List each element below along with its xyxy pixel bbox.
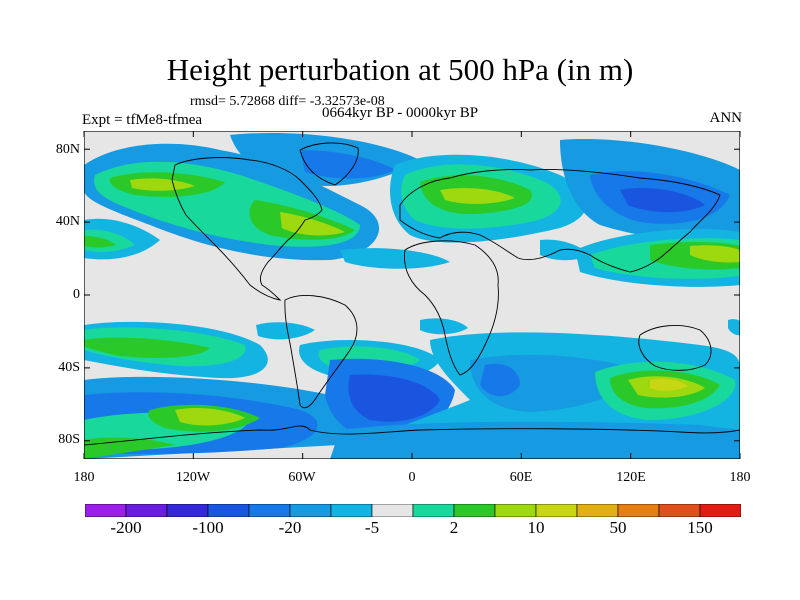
colorbar-swatch	[166, 504, 209, 517]
colorbar-swatch	[289, 504, 332, 517]
lon-label: 60W	[288, 470, 316, 485]
lat-label: 40S	[58, 360, 80, 375]
colorbar	[85, 504, 741, 517]
colorbar-label: 150	[687, 518, 713, 537]
lat-label: 40N	[55, 214, 80, 229]
lat-label: 80S	[58, 432, 80, 447]
experiment-label: Expt = tfMe8-tfmea	[82, 112, 203, 128]
lon-label: 120E	[616, 470, 646, 485]
map-title: Height perturbation at 500 hPa (in m)	[166, 52, 634, 87]
lon-label: 60E	[509, 470, 533, 485]
lon-label: 180	[73, 470, 95, 485]
colorbar-swatch	[658, 504, 701, 517]
colorbar-swatch	[699, 504, 741, 517]
season-label: ANN	[709, 110, 743, 126]
colorbar-label: -20	[278, 518, 302, 537]
colorbar-label: 50	[609, 518, 627, 537]
lat-label: 80N	[55, 142, 80, 157]
axis-ticks	[83, 131, 741, 459]
colorbar-label: -5	[364, 518, 380, 537]
contour-fill-north	[84, 132, 740, 287]
lat-label: 0	[73, 287, 80, 302]
colorbar-swatch	[85, 504, 127, 517]
coastlines	[84, 142, 740, 446]
colorbar-swatch	[248, 504, 291, 517]
colorbar-swatch	[617, 504, 660, 517]
colorbar-swatch	[330, 504, 373, 517]
colorbar-swatch	[576, 504, 619, 517]
colorbar-swatch	[494, 504, 537, 517]
stats-line: rmsd= 5.72868 diff= -3.32573e-08	[190, 94, 385, 109]
colorbar-label: 10	[527, 518, 545, 537]
lon-label: 0	[408, 470, 416, 485]
contour-fill-south	[84, 321, 740, 459]
colorbar-label: -100	[192, 518, 224, 537]
colorbar-swatch	[535, 504, 578, 517]
colorbar-swatch	[207, 504, 250, 517]
colorbar-swatch	[453, 504, 496, 517]
colorbar-swatch	[371, 504, 414, 517]
colorbar-label: -200	[110, 518, 142, 537]
colorbar-swatch	[412, 504, 455, 517]
contour-fill-tropics	[256, 318, 740, 340]
period-label: 0664kyr BP - 0000kyr BP	[322, 105, 479, 121]
lon-label: 180	[729, 470, 751, 485]
colorbar-swatch	[125, 504, 168, 517]
map-plot-area	[84, 131, 740, 459]
lon-label: 120W	[175, 470, 211, 485]
colorbar-label: 2	[449, 518, 459, 537]
